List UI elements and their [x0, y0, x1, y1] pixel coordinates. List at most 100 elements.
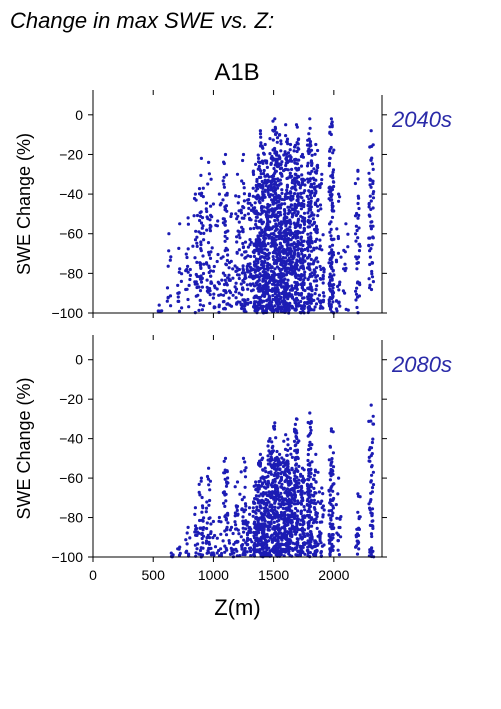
- data-point: [339, 535, 343, 539]
- data-point: [308, 117, 312, 121]
- data-point: [235, 250, 239, 254]
- data-point: [297, 301, 301, 305]
- data-point: [277, 291, 281, 295]
- data-point: [223, 477, 227, 481]
- data-point: [330, 514, 334, 518]
- data-point: [303, 270, 307, 274]
- data-point: [306, 539, 310, 543]
- data-point: [158, 309, 162, 313]
- data-point: [329, 499, 333, 503]
- data-point: [368, 262, 372, 267]
- data-point: [276, 474, 280, 478]
- data-point: [262, 261, 266, 265]
- data-point: [276, 196, 280, 200]
- data-point: [285, 140, 289, 144]
- data-point: [338, 304, 342, 308]
- data-point: [253, 270, 257, 274]
- data-point: [269, 452, 273, 456]
- data-point: [285, 281, 289, 285]
- data-point: [290, 288, 294, 292]
- data-point: [319, 304, 323, 308]
- data-point: [332, 237, 336, 241]
- data-point: [321, 298, 326, 302]
- data-point: [368, 255, 372, 259]
- data-point: [212, 264, 216, 269]
- data-point: [343, 250, 347, 254]
- data-point: [207, 542, 212, 546]
- data-point: [322, 270, 326, 274]
- data-point: [256, 296, 260, 300]
- data-point: [335, 227, 339, 231]
- data-point: [165, 299, 169, 303]
- data-point: [299, 501, 303, 505]
- data-point: [370, 534, 374, 539]
- data-point: [287, 516, 291, 520]
- data-point: [258, 282, 262, 286]
- data-point: [296, 489, 300, 493]
- data-point: [372, 190, 376, 194]
- data-point: [221, 179, 225, 183]
- data-point: [215, 536, 219, 540]
- data-point: [196, 293, 200, 297]
- data-point: [307, 286, 311, 290]
- data-point: [320, 172, 324, 176]
- data-point: [329, 518, 333, 522]
- data-point: [205, 526, 209, 531]
- data-point: [208, 256, 213, 260]
- data-point: [293, 449, 297, 453]
- data-point: [242, 280, 246, 284]
- data-point: [261, 279, 265, 283]
- data-point: [198, 518, 202, 523]
- data-point: [289, 254, 293, 258]
- data-point: [275, 294, 279, 298]
- data-point: [256, 247, 260, 251]
- data-point: [227, 289, 232, 293]
- data-point: [288, 471, 292, 475]
- data-point: [312, 213, 316, 217]
- data-point: [276, 487, 280, 491]
- data-point: [276, 461, 280, 465]
- data-point: [302, 211, 307, 215]
- data-point: [356, 194, 360, 198]
- data-point: [241, 543, 245, 547]
- data-point: [299, 273, 304, 277]
- data-point: [264, 503, 268, 507]
- data-point: [370, 261, 374, 265]
- data-point: [268, 214, 272, 219]
- data-point: [263, 256, 267, 260]
- data-point: [237, 532, 241, 536]
- data-point: [246, 254, 250, 258]
- data-point: [283, 211, 287, 215]
- data-point: [314, 266, 319, 270]
- data-point: [241, 245, 246, 249]
- data-point: [370, 272, 374, 276]
- data-point: [331, 511, 335, 515]
- data-point: [278, 206, 283, 210]
- data-point: [258, 132, 263, 136]
- data-point: [273, 527, 277, 532]
- data-point: [266, 266, 270, 270]
- data-point: [265, 173, 270, 177]
- data-point: [200, 216, 205, 220]
- data-point: [316, 500, 320, 504]
- data-point: [299, 214, 303, 218]
- data-point: [253, 497, 257, 501]
- data-point: [202, 231, 206, 235]
- data-point: [279, 485, 283, 489]
- data-point: [275, 484, 279, 488]
- data-point: [298, 223, 302, 227]
- data-point: [247, 206, 251, 210]
- data-point: [318, 185, 322, 190]
- data-point: [331, 482, 335, 486]
- data-point: [336, 548, 340, 552]
- data-point: [199, 221, 204, 225]
- data-point: [233, 540, 238, 545]
- data-point: [204, 207, 208, 211]
- data-point: [295, 149, 299, 154]
- data-point: [292, 211, 296, 215]
- data-point: [223, 544, 227, 548]
- data-point: [237, 220, 241, 224]
- data-point: [303, 301, 307, 305]
- data-point: [327, 541, 332, 545]
